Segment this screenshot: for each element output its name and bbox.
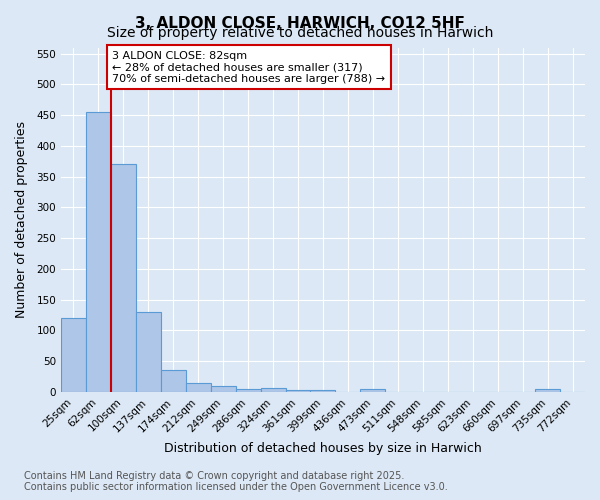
Bar	[86, 112, 111, 392]
Bar	[211, 386, 236, 392]
Bar	[310, 390, 335, 392]
Text: 3, ALDON CLOSE, HARWICH, CO12 5HF: 3, ALDON CLOSE, HARWICH, CO12 5HF	[135, 16, 465, 31]
Bar	[111, 164, 136, 392]
X-axis label: Distribution of detached houses by size in Harwich: Distribution of detached houses by size …	[164, 442, 482, 455]
Bar	[236, 389, 260, 392]
Text: Contains HM Land Registry data © Crown copyright and database right 2025.
Contai: Contains HM Land Registry data © Crown c…	[24, 471, 448, 492]
Bar	[286, 390, 310, 392]
Y-axis label: Number of detached properties: Number of detached properties	[15, 121, 28, 318]
Text: 3 ALDON CLOSE: 82sqm
← 28% of detached houses are smaller (317)
70% of semi-deta: 3 ALDON CLOSE: 82sqm ← 28% of detached h…	[112, 50, 385, 84]
Text: Size of property relative to detached houses in Harwich: Size of property relative to detached ho…	[107, 26, 493, 40]
Bar	[186, 382, 211, 392]
Bar	[136, 312, 161, 392]
Bar	[535, 389, 560, 392]
Bar	[260, 388, 286, 392]
Bar	[61, 318, 86, 392]
Bar	[161, 370, 186, 392]
Bar	[361, 390, 385, 392]
